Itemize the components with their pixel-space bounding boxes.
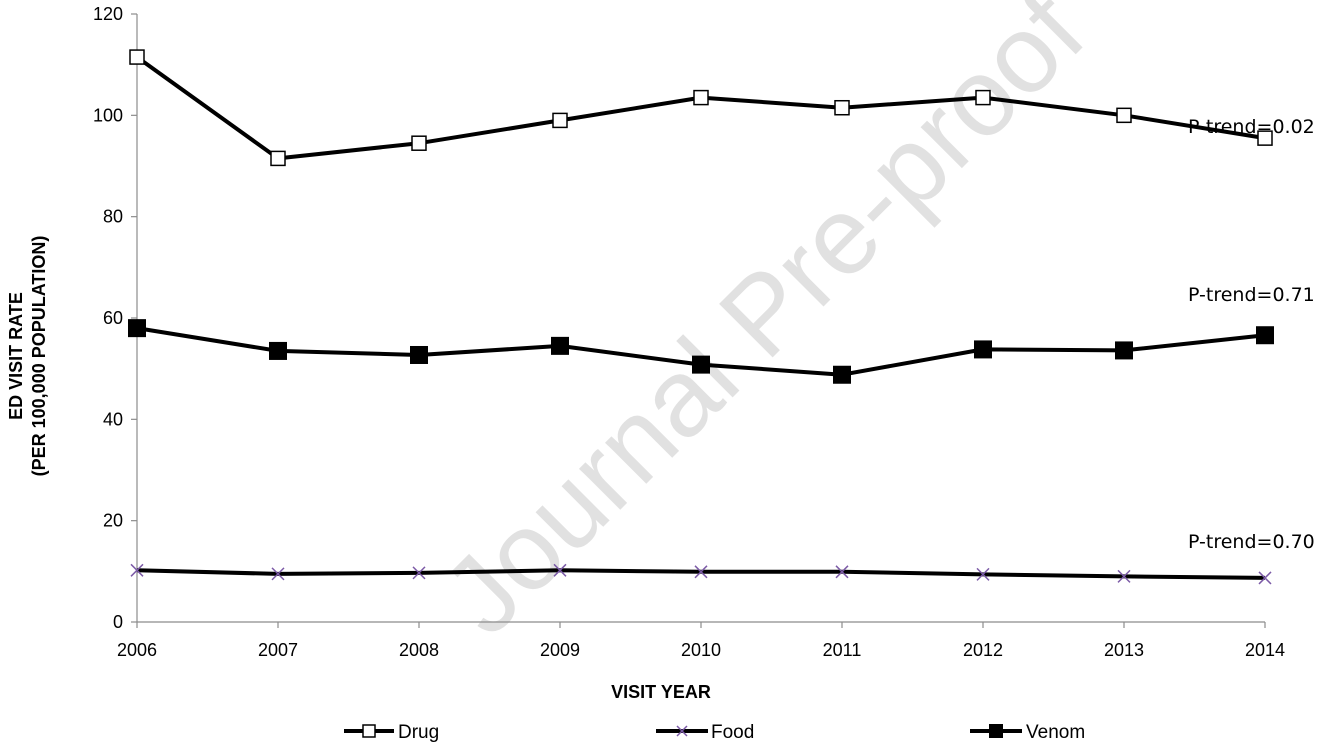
legend-item-venom: Venom — [970, 722, 1085, 743]
data-point-food — [412, 566, 426, 580]
legend-label-drug: Drug — [398, 722, 439, 743]
data-point-venom — [833, 365, 851, 384]
legend-marker-food — [676, 725, 688, 737]
x-tick-label: 2014 — [1245, 640, 1285, 660]
data-point-food — [835, 565, 849, 579]
legend-marker-venom — [989, 724, 1003, 738]
p-trend-venom: P-trend=0.71 — [1188, 284, 1315, 306]
data-point-venom — [410, 345, 428, 364]
data-point-food — [694, 565, 708, 579]
data-point-venom — [692, 355, 710, 374]
data-point-drug — [1116, 107, 1132, 124]
y-tick-label: 0 — [113, 612, 123, 632]
data-point-food — [271, 567, 285, 581]
x-tick-label: 2013 — [1104, 640, 1144, 660]
data-point-venom — [1256, 326, 1274, 345]
data-point-food — [976, 567, 990, 581]
x-tick-label: 2007 — [258, 640, 298, 660]
legend-item-food: Food — [656, 722, 754, 743]
data-point-venom — [974, 340, 992, 359]
data-point-food — [1258, 571, 1272, 585]
legend-label-venom: Venom — [1026, 722, 1085, 743]
y-axis-title-line1: ED VISIT RATE — [6, 292, 26, 420]
y-tick-label: 80 — [103, 207, 123, 227]
y-axis-title-line2: (PER 100,000 POPULATION) — [29, 236, 49, 477]
data-point-food — [553, 563, 567, 577]
y-tick-label: 120 — [93, 4, 123, 24]
data-point-drug — [1257, 130, 1273, 146]
series-line-drug — [135, 55, 1266, 161]
y-tick-label: 100 — [93, 105, 123, 125]
data-point-venom — [128, 319, 146, 338]
data-point-venom — [1115, 341, 1133, 360]
y-tick-label: 60 — [103, 308, 123, 328]
p-trend-drug: P-trend=0.02 — [1188, 116, 1315, 138]
p-trend-food: P-trend=0.70 — [1188, 531, 1315, 553]
legend-item-drug: Drug — [344, 722, 439, 743]
legend-label-food: Food — [711, 722, 754, 743]
x-tick-label: 2010 — [681, 640, 721, 660]
x-tick-label: 2008 — [399, 640, 439, 660]
x-axis-title: VISIT YEAR — [611, 682, 711, 702]
data-point-drug — [129, 49, 145, 65]
legend: Drug Food Venom — [344, 722, 1085, 743]
data-point-food — [130, 563, 144, 577]
legend-marker-drug — [362, 724, 376, 738]
x-tick-label: 2009 — [540, 640, 580, 660]
x-tick-label: 2011 — [823, 640, 862, 660]
y-tick-label: 20 — [103, 511, 123, 531]
data-point-drug — [270, 150, 286, 167]
data-point-drug — [552, 112, 568, 129]
data-point-venom — [269, 341, 287, 360]
series-drug — [129, 49, 1273, 167]
data-point-drug — [975, 89, 991, 106]
x-tick-label: 2006 — [117, 640, 157, 660]
data-point-drug — [834, 99, 850, 116]
data-point-food — [1117, 569, 1131, 583]
y-tick-label: 40 — [103, 409, 123, 429]
series-food — [130, 563, 1272, 585]
data-point-drug — [693, 89, 709, 106]
series-venom — [128, 319, 1274, 384]
data-point-venom — [551, 336, 569, 355]
x-tick-label: 2012 — [963, 640, 1003, 660]
data-point-drug — [411, 135, 427, 151]
